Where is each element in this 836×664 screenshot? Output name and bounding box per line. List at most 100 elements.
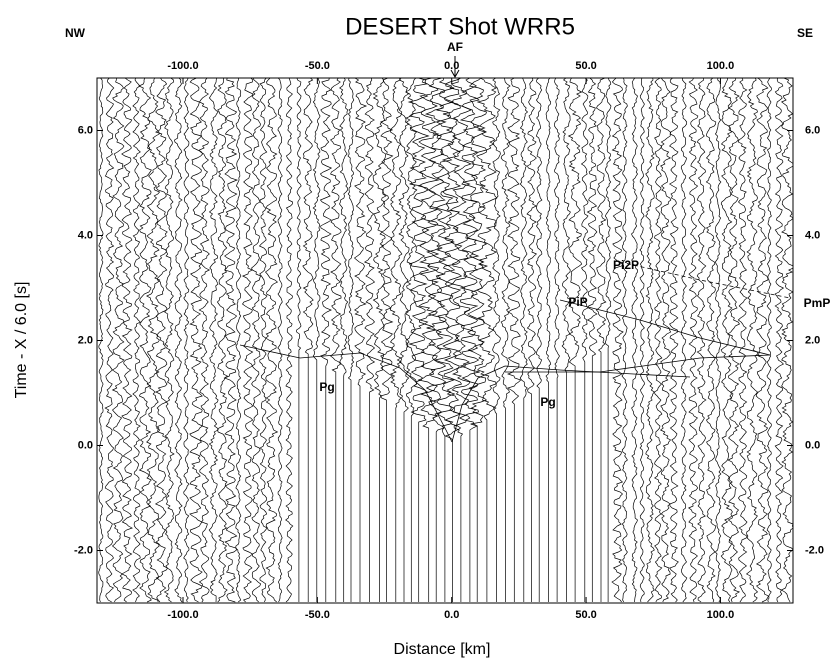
x-tick-label: 0.0 <box>444 60 459 72</box>
trace <box>312 78 321 602</box>
trace <box>372 78 387 602</box>
traces <box>98 78 793 603</box>
trace <box>604 78 612 602</box>
y-tick-label: 6.0 <box>78 124 93 136</box>
y-tick-label: 0.0 <box>805 439 820 451</box>
trace <box>235 78 242 603</box>
trace <box>347 78 355 602</box>
x-tick-label: 0.0 <box>444 609 459 621</box>
x-tick-label: -50.0 <box>305 609 330 621</box>
x-tick-label: 100.0 <box>707 60 735 72</box>
trace <box>492 78 501 602</box>
af-label: AF <box>447 40 463 54</box>
pg-pick <box>239 344 453 443</box>
pip-pick <box>559 299 771 356</box>
trace <box>339 78 349 602</box>
trace <box>659 78 672 603</box>
trace <box>535 78 543 602</box>
trace <box>154 78 168 603</box>
trace <box>146 78 161 603</box>
trace <box>554 78 561 602</box>
x-tick-label: 50.0 <box>575 609 596 621</box>
trace <box>251 78 262 603</box>
trace <box>586 78 598 602</box>
y-tick-label: 4.0 <box>805 229 820 241</box>
phase-label: PmP <box>804 296 831 310</box>
trace <box>645 78 655 603</box>
y-axis-label: Time - X / 6.0 [s] <box>13 282 30 399</box>
trace <box>639 78 645 603</box>
trace <box>727 78 741 603</box>
trace <box>631 78 639 603</box>
trace <box>208 78 219 603</box>
trace <box>111 78 125 603</box>
trace <box>714 78 722 603</box>
trace <box>302 78 314 602</box>
x-tick-label: 50.0 <box>575 60 596 72</box>
trace <box>720 78 733 603</box>
trace <box>132 78 141 603</box>
trace <box>424 78 447 602</box>
trace <box>198 78 211 603</box>
trace <box>621 78 628 603</box>
trace <box>121 78 133 603</box>
y-tick-label: 0.0 <box>78 439 93 451</box>
trace <box>567 78 583 602</box>
y-tick-label: 2.0 <box>78 334 93 346</box>
trace <box>241 78 254 603</box>
trace <box>183 78 190 603</box>
x-tick-label: 100.0 <box>707 609 735 621</box>
phase-label: PiP <box>568 295 587 309</box>
picks <box>239 261 791 443</box>
trace <box>595 78 607 602</box>
y-tick-label: -2.0 <box>805 544 824 556</box>
x-tick-label: -100.0 <box>167 60 198 72</box>
trace <box>737 78 748 603</box>
y-tick-label: -2.0 <box>74 544 93 556</box>
pi2p-pick <box>619 261 791 299</box>
trace <box>755 78 769 603</box>
y-tick-label: 6.0 <box>805 124 820 136</box>
trace <box>519 78 529 602</box>
trace <box>379 78 394 602</box>
trace <box>330 78 342 602</box>
phase-label: Pg <box>540 395 555 409</box>
trace <box>104 78 115 603</box>
trace <box>526 78 538 602</box>
pg-pick <box>451 365 691 443</box>
trace <box>580 78 589 602</box>
af-arrow <box>450 56 460 79</box>
trace <box>404 78 418 602</box>
trace <box>696 78 707 603</box>
x-tick-label: -100.0 <box>167 609 198 621</box>
trace <box>766 78 772 603</box>
x-axis-label: Distance [km] <box>394 641 491 658</box>
trace <box>458 78 481 602</box>
trace <box>449 78 472 602</box>
trace <box>611 78 624 603</box>
trace <box>319 78 333 602</box>
trace <box>163 78 175 603</box>
trace <box>506 78 522 602</box>
x-tick-label: -50.0 <box>305 60 330 72</box>
trace <box>441 78 463 602</box>
trace <box>680 78 688 603</box>
trace <box>216 78 228 603</box>
trace <box>745 78 759 603</box>
trace <box>433 78 456 602</box>
trace <box>500 78 511 602</box>
trace <box>688 78 699 603</box>
phase-label: Pi2P <box>613 258 639 272</box>
trace <box>353 78 368 602</box>
nw-label: NW <box>65 26 86 40</box>
trace <box>476 78 498 602</box>
y-tick-label: 2.0 <box>805 334 820 346</box>
trace <box>654 78 663 603</box>
trace <box>561 78 572 602</box>
trace <box>545 78 552 602</box>
chart-title: DESERT Shot WRR5 <box>345 13 575 40</box>
trace <box>258 78 268 603</box>
trace <box>398 78 410 602</box>
trace <box>285 78 294 603</box>
